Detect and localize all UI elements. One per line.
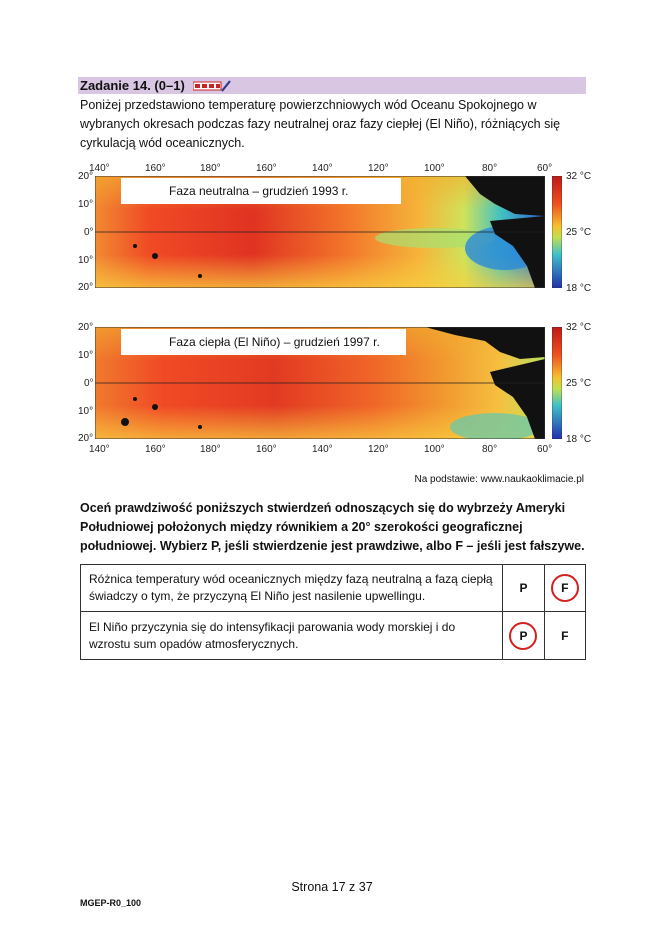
lon-label-top-7: 80° bbox=[482, 163, 498, 174]
scale-label-mid: 25 °C bbox=[566, 378, 592, 389]
lat-label-m1-4: 20° bbox=[78, 282, 94, 293]
lon-label-top-8: 60° bbox=[537, 163, 553, 174]
question-text: Oceń prawdziwość poniższych stwierdzeń o… bbox=[80, 501, 585, 553]
lon-label-bottom-4: 140° bbox=[312, 444, 333, 455]
statement-text: Różnica temperatury wód oceanicznych mię… bbox=[79, 564, 504, 612]
lon-label-bottom-3: 160° bbox=[256, 444, 277, 455]
table-row: Różnica temperatury wód oceanicznych mię… bbox=[79, 564, 587, 612]
lon-label-bottom-7: 80° bbox=[482, 444, 498, 455]
scale-label-max: 32 °C bbox=[566, 171, 592, 182]
lat-label-m2-3: 10° bbox=[78, 406, 94, 417]
true-false-table: Różnica temperatury wód oceanicznych mię… bbox=[79, 564, 587, 660]
option-f-2[interactable]: F bbox=[543, 611, 587, 660]
scale-label-max: 32 °C bbox=[566, 322, 592, 333]
lat-label-m1-1: 10° bbox=[78, 199, 94, 210]
lon-label-bottom-1: 160° bbox=[145, 444, 166, 455]
lon-label-bottom-8: 60° bbox=[537, 444, 553, 455]
task-intro: Poniżej przedstawiono temperaturę powier… bbox=[80, 98, 561, 150]
lat-label-m2-4: 20° bbox=[78, 433, 94, 444]
lon-label-bottom-6: 100° bbox=[424, 444, 445, 455]
scale-label-min: 18 °C bbox=[566, 283, 592, 294]
statement-text: El Niño przyczynia się do intensyfikacji… bbox=[79, 611, 504, 660]
option-p-label: P bbox=[519, 581, 528, 595]
lat-label-m1-3: 10° bbox=[78, 255, 94, 266]
lon-label-bottom-2: 180° bbox=[200, 444, 221, 455]
map-label-neutral: Faza neutralna – grudzień 1993 r. bbox=[121, 178, 401, 204]
lon-label-top-6: 100° bbox=[424, 163, 445, 174]
scale-label-min: 18 °C bbox=[566, 434, 592, 445]
map-label-el-nino: Faza ciepła (El Niño) – grudzień 1997 r. bbox=[121, 329, 406, 355]
task-title: Zadanie 14. (0–1) bbox=[80, 78, 185, 93]
table-row: El Niño przyczynia się do intensyfikacji… bbox=[79, 611, 587, 660]
lon-label-top-4: 140° bbox=[312, 163, 333, 174]
selection-circle bbox=[550, 574, 579, 602]
option-f-1[interactable]: F bbox=[543, 564, 587, 612]
page-number: Strona 17 z 37 bbox=[291, 880, 373, 894]
lon-label-top-3: 160° bbox=[256, 163, 277, 174]
lon-label-top-1: 160° bbox=[145, 163, 166, 174]
lat-label-m2-1: 10° bbox=[78, 350, 94, 361]
lat-label-m1-2: 0° bbox=[84, 227, 94, 238]
pencil-icon bbox=[193, 80, 231, 92]
lon-label-top-0: 140° bbox=[89, 163, 110, 174]
lon-label-top-2: 180° bbox=[200, 163, 221, 174]
scale-label-mid: 25 °C bbox=[566, 227, 592, 238]
lon-label-bottom-0: 140° bbox=[89, 444, 110, 455]
lat-label-m2-2: 0° bbox=[84, 378, 94, 389]
option-f-label: F bbox=[561, 628, 569, 643]
selection-circle bbox=[509, 621, 538, 650]
sst-map-el-nino: Faza ciepła (El Niño) – grudzień 1997 r. bbox=[95, 327, 545, 439]
sst-map-neutral: Faza neutralna – grudzień 1993 r. bbox=[95, 176, 545, 288]
lat-label-m1-0: 20° bbox=[78, 171, 94, 182]
option-p-1[interactable]: P bbox=[502, 564, 545, 612]
color-scale-bar bbox=[552, 176, 562, 288]
lat-label-m2-0: 20° bbox=[78, 322, 94, 333]
lon-label-top-5: 120° bbox=[368, 163, 389, 174]
exam-code: MGEP-R0_100 bbox=[80, 898, 142, 908]
color-scale-bar bbox=[552, 327, 562, 439]
option-p-2[interactable]: P bbox=[502, 611, 545, 660]
source-note: Na podstawie: www.naukaoklimacie.pl bbox=[414, 474, 584, 485]
lon-label-bottom-5: 120° bbox=[368, 444, 389, 455]
